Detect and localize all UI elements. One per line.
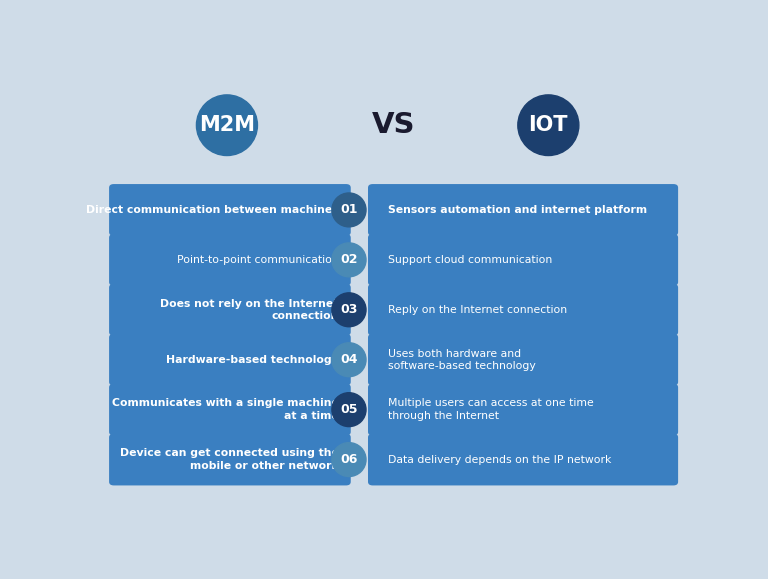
Text: 03: 03 [340, 303, 358, 316]
Ellipse shape [332, 442, 366, 477]
Text: Does not rely on the Internet
connection: Does not rely on the Internet connection [161, 299, 339, 321]
Ellipse shape [197, 95, 257, 156]
FancyBboxPatch shape [368, 334, 678, 386]
Text: Uses both hardware and
software-based technology: Uses both hardware and software-based te… [388, 349, 535, 371]
Text: 04: 04 [340, 353, 358, 366]
FancyBboxPatch shape [109, 184, 351, 236]
Text: M2M: M2M [199, 115, 255, 135]
FancyBboxPatch shape [368, 184, 678, 236]
Ellipse shape [332, 343, 366, 377]
FancyBboxPatch shape [109, 434, 351, 485]
Text: 01: 01 [340, 203, 358, 217]
FancyBboxPatch shape [109, 284, 351, 336]
Ellipse shape [332, 193, 366, 227]
Text: Sensors automation and internet platform: Sensors automation and internet platform [388, 205, 647, 215]
Text: Multiple users can access at one time
through the Internet: Multiple users can access at one time th… [388, 398, 594, 421]
FancyBboxPatch shape [368, 434, 678, 485]
Text: VS: VS [372, 111, 415, 139]
Text: Device can get connected using the
mobile or other network: Device can get connected using the mobil… [120, 448, 339, 471]
Text: Support cloud communication: Support cloud communication [388, 255, 552, 265]
Ellipse shape [332, 293, 366, 327]
FancyBboxPatch shape [368, 234, 678, 285]
Text: 02: 02 [340, 254, 358, 266]
Ellipse shape [518, 95, 579, 156]
Text: 05: 05 [340, 403, 358, 416]
FancyBboxPatch shape [368, 284, 678, 336]
Text: Data delivery depends on the IP network: Data delivery depends on the IP network [388, 455, 611, 464]
FancyBboxPatch shape [109, 384, 351, 435]
FancyBboxPatch shape [368, 384, 678, 435]
Text: Point-to-point communication: Point-to-point communication [177, 255, 339, 265]
Ellipse shape [332, 243, 366, 277]
FancyBboxPatch shape [109, 334, 351, 386]
Ellipse shape [332, 393, 366, 427]
Text: Direct communication between machines: Direct communication between machines [86, 205, 339, 215]
FancyBboxPatch shape [109, 234, 351, 285]
Text: 06: 06 [340, 453, 358, 466]
Text: Communicates with a single machine
at a time: Communicates with a single machine at a … [112, 398, 339, 421]
Text: IOT: IOT [528, 115, 568, 135]
Text: Hardware-based technology: Hardware-based technology [166, 355, 339, 365]
Text: Reply on the Internet connection: Reply on the Internet connection [388, 305, 567, 315]
